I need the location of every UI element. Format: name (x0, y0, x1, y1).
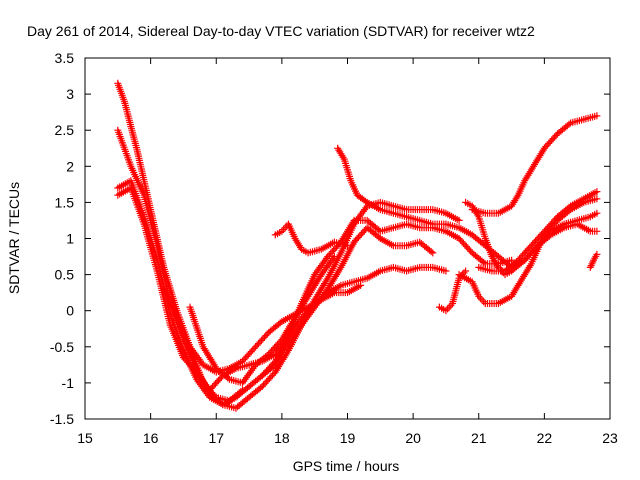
series-track-4 (114, 184, 450, 394)
series-track-12 (455, 195, 601, 307)
chart-title: Day 261 of 2014, Sidereal Day-to-day VTE… (27, 23, 535, 39)
y-tick-label: -1.5 (50, 411, 74, 427)
series-markers (114, 184, 450, 394)
x-axis-label: GPS time / hours (293, 458, 400, 474)
axis-tick-labels: 15 16 17 18 19 20 21 22 23 -1.5 -1 -0.5 0 0.5 1 1.5 2 2.5… (50, 50, 618, 446)
series-markers (475, 188, 601, 275)
x-tick-label: 19 (340, 430, 356, 446)
series-track-14 (475, 188, 601, 275)
series-track-5 (160, 281, 365, 376)
series-track-13 (468, 112, 601, 217)
x-tick-label: 23 (602, 430, 618, 446)
x-tick-label: 21 (471, 430, 487, 446)
x-tick-label: 16 (143, 430, 159, 446)
y-tick-label: -1 (62, 375, 75, 391)
y-tick-label: 1 (66, 231, 74, 247)
y-tick-label: 3.5 (55, 50, 75, 66)
series-markers (586, 250, 601, 271)
y-tick-label: 2 (66, 158, 74, 174)
y-tick-label: -0.5 (50, 339, 74, 355)
x-tick-label: 17 (208, 430, 224, 446)
y-tick-label: 0 (66, 303, 74, 319)
series-track-15 (586, 250, 601, 271)
series-track-9 (334, 144, 601, 271)
y-tick-label: 2.5 (55, 122, 75, 138)
y-tick-label: 3 (66, 86, 74, 102)
series-markers (334, 144, 601, 271)
x-tick-label: 18 (274, 430, 290, 446)
y-tick-label: 0.5 (55, 267, 75, 283)
y-tick-label: 1.5 (55, 194, 75, 210)
x-tick-label: 20 (405, 430, 421, 446)
y-axis-label: SDTVAR / TECUs (6, 182, 22, 294)
data-points (114, 79, 601, 412)
series-track-7 (258, 216, 516, 380)
axis-ticks (84, 57, 611, 420)
series-markers (258, 216, 516, 380)
x-tick-label: 22 (537, 430, 553, 446)
series-markers (468, 112, 601, 217)
series-track-8 (271, 220, 351, 257)
x-tick-label: 15 (77, 430, 93, 446)
series-markers (455, 195, 601, 307)
